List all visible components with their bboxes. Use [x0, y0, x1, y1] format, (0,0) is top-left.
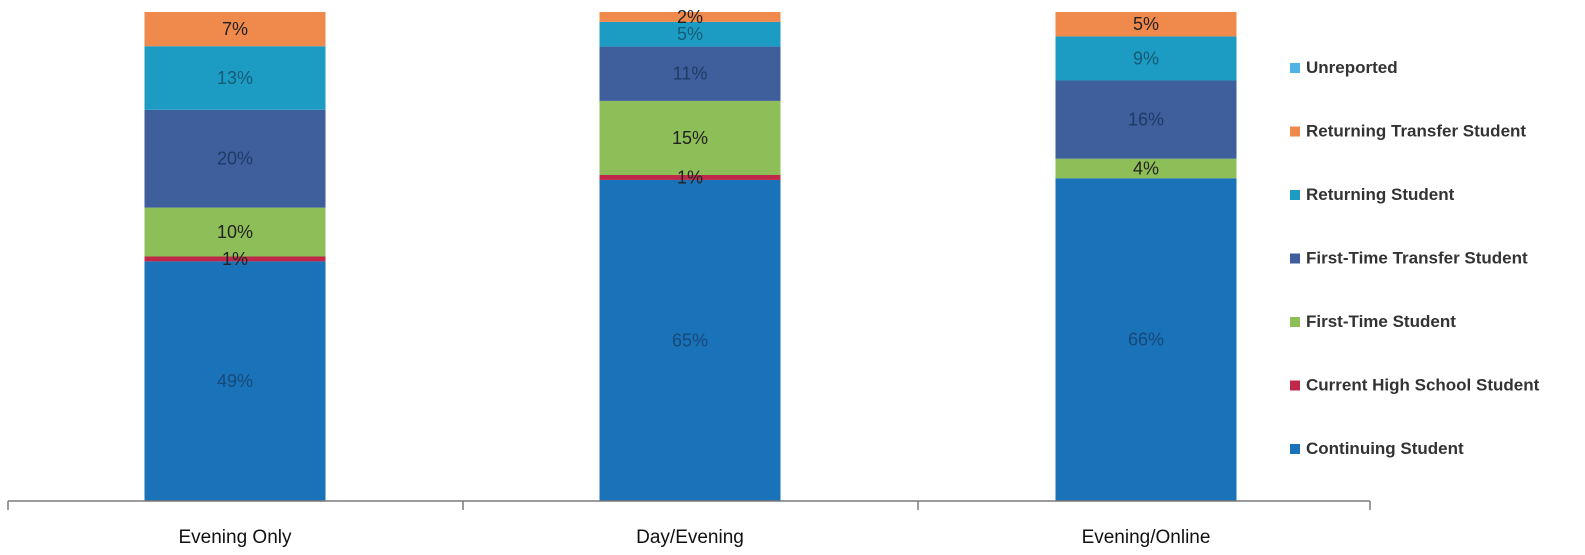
bar-segment-returning-student-evening-online: [1055, 36, 1237, 81]
legend-label: Current High School Student: [1306, 376, 1540, 395]
data-label-continuing-student-evening-online: 66%: [1128, 330, 1164, 350]
bar-segment-current-high-school-student-evening-only: [144, 256, 326, 262]
legend-label: Returning Student: [1306, 185, 1455, 204]
legend-item-first-time-student: First-Time Student: [1290, 312, 1456, 331]
data-label-first-time-student-evening-only: 10%: [217, 222, 253, 242]
bar-segment-first-time-student-evening-only: [144, 207, 326, 257]
bar-segment-returning-transfer-student-evening-only: [144, 12, 326, 47]
bar-segment-first-time-transfer-student-day-evening: [599, 46, 781, 101]
legend-item-returning-transfer-student: Returning Transfer Student: [1290, 122, 1526, 141]
category-label-evening-only: Evening Only: [178, 527, 292, 548]
legend-label: Returning Transfer Student: [1306, 122, 1526, 141]
legend-swatch: [1290, 126, 1300, 137]
legend-label: First-Time Transfer Student: [1306, 249, 1528, 268]
segment-labels-group: 49%1%10%20%13%7%65%1%15%11%5%2%66%4%16%9…: [217, 7, 1164, 391]
bar-segment-returning-student-evening-only: [144, 46, 326, 110]
data-label-returning-transfer-student-evening-only: 7%: [222, 19, 248, 39]
data-label-continuing-student-evening-only: 49%: [217, 371, 253, 391]
data-label-first-time-transfer-student-day-evening: 11%: [673, 64, 708, 84]
bar-segment-returning-student-day-evening: [599, 21, 781, 47]
legend-swatch: [1290, 190, 1300, 200]
legend-label: Continuing Student: [1306, 439, 1464, 458]
legend: Unreported Returning Transfer Student Retu…: [1290, 58, 1540, 458]
bar-segment-returning-transfer-student-day-evening: [599, 12, 781, 22]
data-label-current-high-school-student-evening-only: 1%: [222, 249, 248, 269]
legend-item-returning-student: Returning Student: [1290, 185, 1455, 204]
legend-swatch: [1290, 63, 1300, 73]
data-label-first-time-transfer-student-evening-only: 20%: [217, 149, 253, 169]
bar-segment-returning-transfer-student-evening-online: [1055, 12, 1237, 37]
category-label-day-evening: Day/Evening: [636, 527, 744, 548]
category-label-evening-online: Evening/Online: [1082, 527, 1211, 548]
bar-segment-first-time-student-evening-online: [1055, 158, 1237, 179]
legend-swatch: [1290, 380, 1300, 391]
bar-segment-continuing-student-evening-online: [1055, 178, 1237, 501]
category-labels-group: Evening Only Day/Evening Evening/Online: [178, 527, 1210, 548]
data-label-first-time-transfer-student-evening-online: 16%: [1128, 110, 1164, 130]
data-label-returning-student-evening-online: 9%: [1133, 48, 1159, 68]
data-label-current-high-school-student-day-evening: 1%: [677, 167, 703, 187]
legend-item-current-high-school-student: Current High School Student: [1290, 376, 1540, 395]
legend-label: Unreported: [1306, 58, 1398, 77]
bar-segment-current-high-school-student-day-evening: [599, 175, 781, 180]
legend-swatch: [1290, 317, 1300, 327]
bar-segment-first-time-student-day-evening: [599, 100, 781, 175]
data-label-returning-student-day-evening: 5%: [677, 24, 703, 44]
legend-item-unreported: Unreported: [1290, 58, 1398, 77]
bar-segment-first-time-transfer-student-evening-online: [1055, 80, 1237, 159]
data-label-first-time-student-evening-online: 4%: [1133, 158, 1159, 178]
data-label-returning-student-evening-only: 13%: [217, 68, 253, 88]
data-label-continuing-student-day-evening: 65%: [672, 330, 708, 350]
legend-swatch: [1290, 253, 1300, 264]
data-label-first-time-student-day-evening: 15%: [672, 128, 708, 148]
legend-item-continuing-student: Continuing Student: [1290, 439, 1464, 458]
bar-segment-continuing-student-day-evening: [599, 179, 781, 501]
bar-segment-first-time-transfer-student-evening-only: [144, 109, 326, 208]
data-label-returning-transfer-student-day-evening: 2%: [677, 7, 703, 27]
x-axis: [7, 500, 1371, 510]
legend-swatch: [1290, 444, 1300, 454]
bars-group: [144, 12, 1237, 501]
legend-item-first-time-transfer-student: First-Time Transfer Student: [1290, 249, 1528, 268]
bar-segment-continuing-student-evening-only: [144, 261, 326, 501]
legend-label: First-Time Student: [1306, 312, 1456, 331]
data-label-returning-transfer-student-evening-online: 5%: [1133, 14, 1159, 34]
